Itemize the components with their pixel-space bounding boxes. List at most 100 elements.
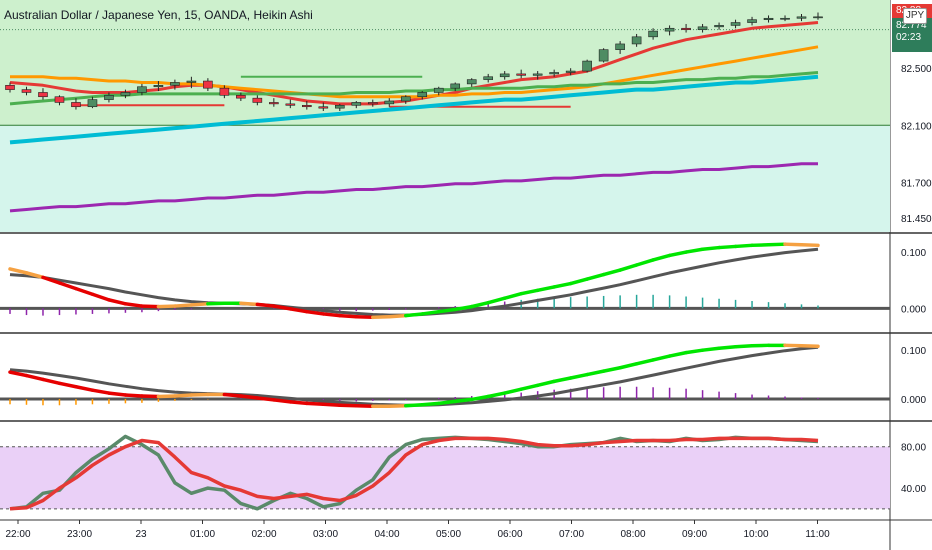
price-pane <box>0 0 890 232</box>
macd_2-macd-line-segment <box>272 398 293 404</box>
macd_2-macd-line-segment <box>173 393 194 398</box>
candle-up <box>582 60 592 72</box>
macd_1-macd-line-segment <box>799 243 820 248</box>
candle-up <box>730 22 741 26</box>
candle-down <box>203 80 213 89</box>
macd_1-macd-line-segment <box>74 286 95 296</box>
macd_1-macd-line-segment <box>634 258 655 267</box>
macd_2-macd-line-segment <box>618 362 639 370</box>
candle-up <box>747 19 757 23</box>
candle-up <box>763 17 774 20</box>
ema_green-line <box>9 71 819 106</box>
candle-down <box>681 27 691 30</box>
candle-down <box>21 89 32 93</box>
time-tick-label: 03:00 <box>313 529 338 540</box>
macd_1-pane <box>0 242 890 320</box>
macd_2-macd-line-segment <box>420 401 441 407</box>
macd_2-macd-line-segment <box>90 388 111 395</box>
macd_2-macd-line-segment <box>486 391 507 399</box>
macd_1-macd-line-segment <box>206 301 227 306</box>
macd_1-macd-line-segment <box>436 307 457 314</box>
macd_1-macd-line-segment <box>486 296 507 305</box>
macd_2-macd-line-segment <box>8 370 29 378</box>
macd_1-macd-line-segment <box>321 312 342 318</box>
macd_1-macd-line-segment <box>502 291 523 300</box>
candle-up <box>153 85 164 88</box>
macd_1-macd-line-segment <box>305 309 326 316</box>
ema_purple-line <box>9 162 818 213</box>
macd_1-macd-line-segment <box>90 292 111 302</box>
macd_1-macd-line-segment <box>601 268 622 277</box>
macd_2-macd-line-segment <box>535 379 556 388</box>
macd_2-macd-line-segment <box>651 354 672 362</box>
candle-down <box>252 97 263 103</box>
stoch-tick-label: 80.00 <box>901 443 926 454</box>
candle-up <box>615 43 625 50</box>
macd_2-tick-label: 0.000 <box>901 395 926 406</box>
candle-down <box>302 104 312 108</box>
candle-up <box>104 95 114 100</box>
macd_1-macd-line-segment <box>651 253 672 262</box>
candle-up <box>631 36 642 45</box>
candle-down <box>236 95 246 99</box>
macd_2-macd-line-segment <box>404 403 424 408</box>
candle-up <box>664 27 675 32</box>
candle-up <box>565 70 576 73</box>
macd_1-macd-line-segment <box>255 302 276 308</box>
macd_1-macd-line-segment <box>700 245 721 251</box>
macd_2-macd-line-segment <box>107 391 128 397</box>
macd_1-macd-line-segment <box>272 304 293 311</box>
macd_1-macd-line-segment <box>717 244 738 250</box>
macd_1-macd-line-segment <box>684 247 705 254</box>
macd_1-macd-line-segment <box>107 298 128 306</box>
currency-badge[interactable]: JPY <box>903 8 927 24</box>
macd_1-macd-line-segment <box>469 300 490 309</box>
macd_2-macd-line-segment <box>502 387 523 395</box>
macd_1-macd-line-segment <box>519 288 540 296</box>
macd_1-macd-line-segment <box>568 277 589 286</box>
lower-zone-fill <box>0 125 890 232</box>
time-tick-label: 01:00 <box>190 529 215 540</box>
time-tick-label: 02:00 <box>251 529 276 540</box>
macd_2-macd-line-segment <box>684 348 705 355</box>
candle-up <box>532 73 543 76</box>
candle-up <box>714 25 724 28</box>
time-tick-label: 04:00 <box>374 529 399 540</box>
macd_2-macd-line-segment <box>436 399 457 406</box>
macd_1-tick-label: 0.000 <box>901 304 926 315</box>
candle-up <box>186 80 197 83</box>
candle-up <box>648 30 658 38</box>
macd_2-macd-line-segment <box>700 346 721 352</box>
macd_1-macd-line-segment <box>618 263 639 272</box>
macd_2-macd-line-segment <box>585 369 606 377</box>
time-tick-label: 08:00 <box>620 529 645 540</box>
macd_1-macd-line-segment <box>453 304 474 312</box>
time-tick-label: 09:00 <box>682 529 707 540</box>
stoch-d-line <box>9 436 819 511</box>
macd_1-macd-line-segment <box>239 301 260 307</box>
last-price: 82.774 <box>896 20 927 31</box>
candle-up <box>466 79 477 85</box>
candle-up <box>450 83 461 89</box>
candle-up <box>334 104 345 109</box>
macd_2-macd-line-segment <box>568 372 589 380</box>
candle-up <box>483 76 494 80</box>
candle-up <box>400 96 411 102</box>
candle-down <box>71 102 81 108</box>
macd_1-macd-line-segment <box>535 285 556 293</box>
macd_2-macd-line-segment <box>601 365 622 373</box>
macd_1-macd-line-segment <box>552 281 573 289</box>
macd_1-macd-line-segment <box>288 307 309 314</box>
candle-up <box>137 86 147 93</box>
macd_1-macd-line-segment <box>173 303 194 308</box>
macd_2-macd-line-segment <box>41 377 62 386</box>
macd_1-macd-line-segment <box>123 302 144 308</box>
macd_1-macd-line-segment <box>783 242 804 247</box>
macd_2-macd-line-segment <box>57 381 78 389</box>
time-tick-label: 07:00 <box>559 529 584 540</box>
chart-title: Australian Dollar / Japanese Yen, 15, OA… <box>4 8 313 22</box>
macd_2-macd-line-segment <box>123 393 144 398</box>
candle-down <box>516 73 526 76</box>
macd_1-macd-line-segment <box>156 304 177 309</box>
